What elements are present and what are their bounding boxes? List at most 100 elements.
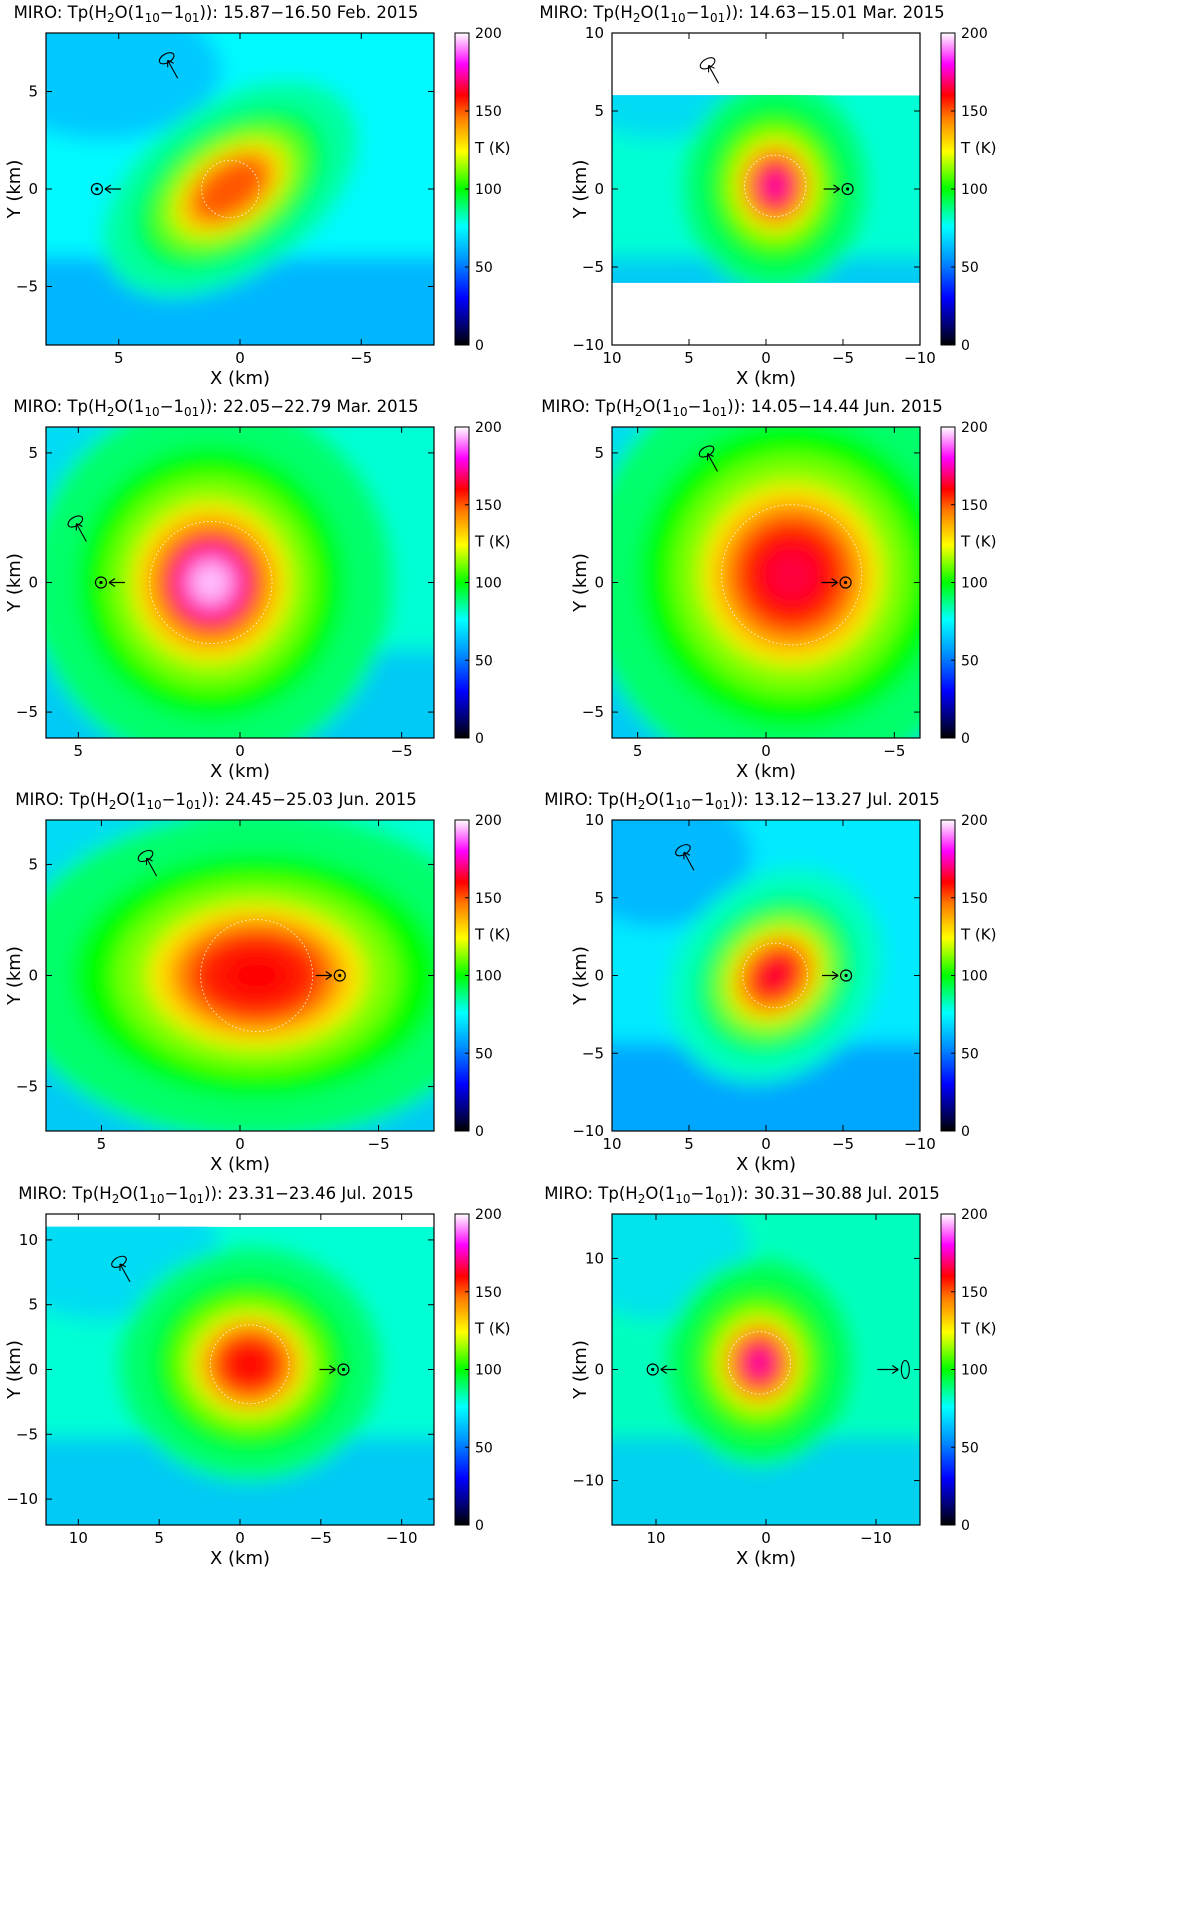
y-tick-label: 0 (594, 1361, 604, 1379)
y-tick-label: 5 (28, 855, 38, 873)
x-tick-label: 0 (235, 349, 245, 367)
colorbar-tick-label: 100 (961, 576, 988, 592)
sun-direction-icon (821, 576, 852, 589)
x-tick-label: −5 (368, 1135, 390, 1153)
cool-region-top (46, 33, 221, 140)
colorbar-label: T (K) (960, 139, 996, 157)
colorbar-tick-label: 200 (475, 26, 502, 42)
nucleus-outline (721, 504, 863, 646)
x-tick-label: −10 (386, 1529, 418, 1547)
heatmap (46, 33, 434, 345)
panel-title: MIRO: Tp(H2O(110−101)): 15.87−16.50 Feb.… (14, 3, 419, 25)
y-tick-label: 10 (585, 811, 604, 829)
panel-title: MIRO: Tp(H2O(110−101)): 23.31−23.46 Jul.… (18, 1184, 414, 1206)
y-axis-label: Y (km) (4, 1340, 25, 1400)
y-tick-label: −10 (572, 1472, 604, 1490)
temperature-contour-8 (764, 173, 786, 198)
rotation-pole-icon (137, 849, 158, 877)
colorbar-tick-label: 200 (961, 420, 988, 436)
rotation-pole-icon (699, 57, 720, 84)
panel-title: MIRO: Tp(H2O(110−101)): 24.45−25.03 Jun.… (15, 790, 416, 812)
heatmap-field (612, 95, 920, 283)
colorbar-tick-label: 0 (961, 338, 970, 354)
panel-title: MIRO: Tp(H2O(110−101)): 14.05−14.44 Jun.… (541, 397, 942, 419)
colorbar-tick-label: 150 (475, 891, 502, 907)
x-tick-label: 5 (684, 1135, 694, 1153)
x-axis-label: X (km) (210, 1154, 270, 1175)
temperature-contour-8 (763, 963, 788, 988)
y-tick-label: −10 (6, 1490, 38, 1508)
x-tick-label: 10 (646, 1529, 665, 1547)
rotation-pole-icon (675, 844, 695, 871)
colorbar-label: T (K) (474, 533, 510, 551)
y-tick-label: 0 (594, 574, 604, 592)
temperature-contour-8 (749, 1351, 770, 1375)
rotation-pole-icon (67, 515, 87, 542)
colorbar-tick-label: 100 (475, 182, 502, 198)
colorbar-tick-label: 50 (961, 260, 979, 276)
y-tick-label: 10 (19, 1231, 38, 1249)
colorbar-tick-label: 0 (475, 731, 484, 747)
colorbar-tick-label: 150 (961, 498, 988, 514)
x-tick-label: 10 (69, 1529, 88, 1547)
colorbar-tick-label: 50 (475, 260, 493, 276)
y-tick-label: −5 (582, 703, 604, 721)
sun-direction-icon (319, 1363, 350, 1376)
x-tick-label: 10 (602, 349, 621, 367)
panel-4: 5 0 −550−5X (km)Y (km)MIRO: Tp(H2O(110−101… (541, 397, 996, 782)
y-axis-label: Y (km) (570, 160, 591, 220)
colorbar-tick-label: 0 (961, 1124, 970, 1140)
y-tick-label: −5 (582, 1044, 604, 1062)
colorbar-tick-label: 50 (961, 653, 979, 669)
colorbar-tick-label: 200 (475, 813, 502, 829)
colorbar-tick-label: 50 (961, 1440, 979, 1456)
sun-direction-icon (822, 969, 853, 982)
colorbar-tick-label: 150 (961, 891, 988, 907)
y-tick-label: 5 (28, 83, 38, 101)
panel-3: 5 0 −550−5X (km)Y (km)MIRO: Tp(H2O(110−101… (4, 397, 510, 782)
colorbar-tick-label: 100 (961, 969, 988, 985)
heatmap-field (46, 427, 434, 738)
colorbar-tick-label: 150 (961, 1285, 988, 1301)
heatmap-field (612, 1214, 920, 1525)
x-tick-label: 0 (235, 1135, 245, 1153)
nucleus-outline (727, 1331, 792, 1395)
y-tick-label: 0 (594, 967, 604, 985)
heatmap (612, 1214, 920, 1525)
y-axis-label: Y (km) (4, 946, 25, 1006)
heatmap (612, 427, 920, 738)
x-tick-label: 0 (761, 742, 771, 760)
heatmap (612, 95, 920, 283)
y-tick-label: 0 (28, 1361, 38, 1379)
y-tick-label: 0 (28, 967, 38, 985)
x-tick-label: 0 (235, 1529, 245, 1547)
colorbar-tick-label: 150 (475, 498, 502, 514)
sun-direction-icon (646, 1363, 677, 1376)
colorbar-label: T (K) (474, 926, 510, 944)
colorbar-tick-label: 150 (475, 104, 502, 120)
temperature-contour-8 (228, 956, 285, 995)
y-tick-label: −5 (16, 1078, 38, 1096)
cool-region-top (612, 95, 745, 140)
y-axis-label: Y (km) (4, 553, 25, 613)
x-tick-label: 5 (74, 742, 84, 760)
x-tick-label: −10 (904, 349, 936, 367)
colorbar-label: T (K) (474, 139, 510, 157)
colorbar-tick-label: 200 (961, 1207, 988, 1223)
y-tick-label: −5 (16, 278, 38, 296)
colorbar-tick-label: 50 (961, 1046, 979, 1062)
rotation-pole-icon (158, 52, 179, 79)
x-tick-label: −5 (350, 349, 372, 367)
colorbar-tick-label: 0 (961, 1518, 970, 1534)
x-tick-label: −5 (310, 1529, 332, 1547)
temperature-contour-8 (190, 561, 232, 604)
x-axis-label: X (km) (736, 1548, 796, 1569)
panel-5: 5 0 −550−5X (km)Y (km)MIRO: Tp(H2O(110−101… (4, 790, 510, 1175)
colorbar-label: T (K) (474, 1320, 510, 1338)
heatmap (612, 820, 920, 1131)
sun-direction-icon (90, 182, 121, 196)
y-tick-label: −10 (572, 336, 604, 354)
heatmap (46, 427, 434, 738)
